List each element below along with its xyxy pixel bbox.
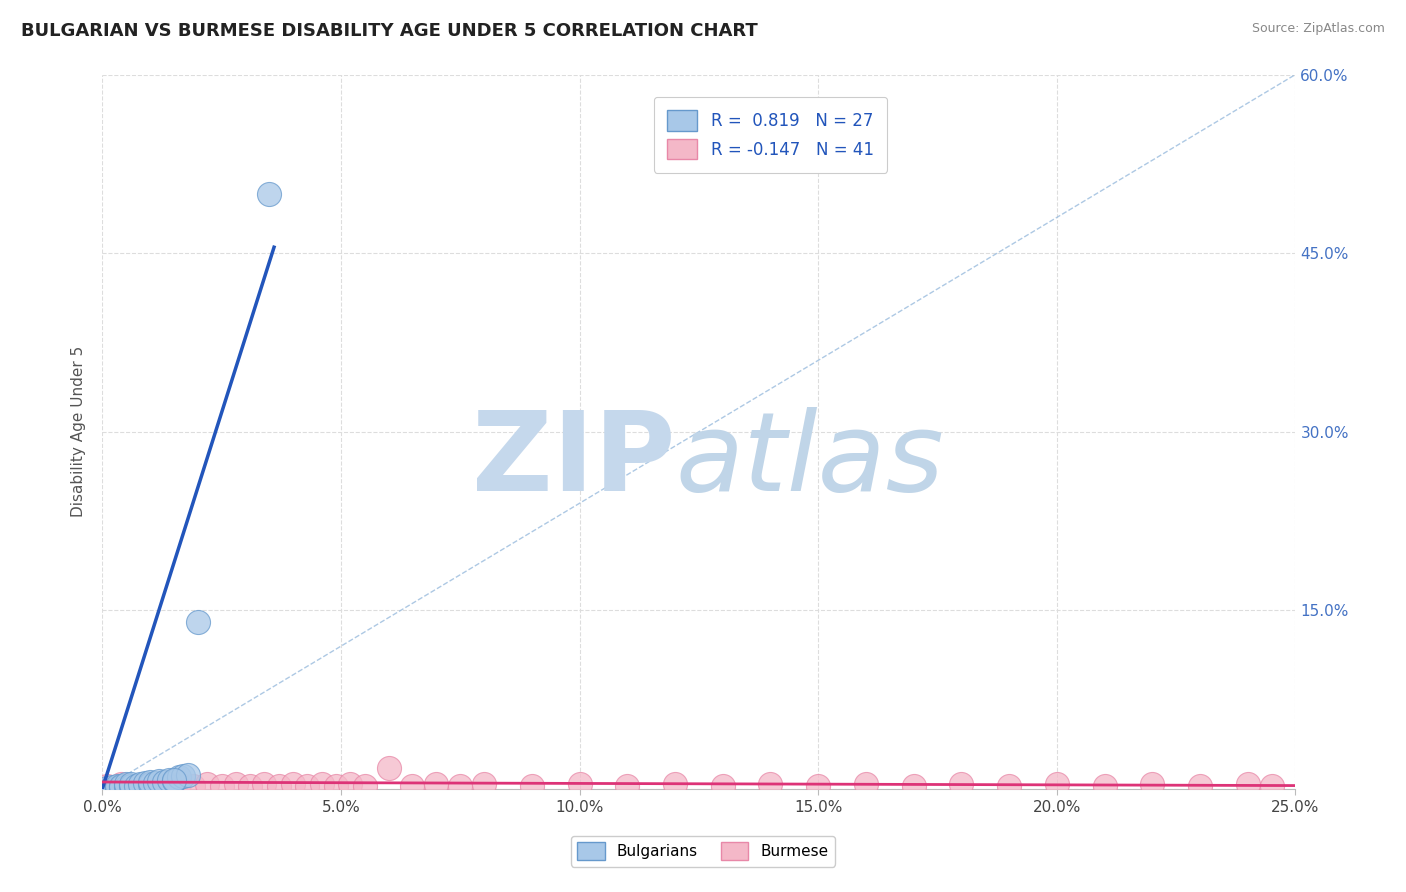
Point [281, 777, 304, 791]
Point [100, 780, 122, 794]
Point [167, 770, 190, 784]
Point [96, 780, 118, 795]
Point [110, 779, 132, 793]
Point [377, 761, 399, 775]
Point [148, 773, 170, 788]
Y-axis label: Disability Age Under 5: Disability Age Under 5 [72, 346, 86, 517]
Point [139, 777, 162, 791]
Point [163, 772, 186, 787]
Point [172, 769, 194, 783]
Legend: Bulgarians, Burmese: Bulgarians, Burmese [571, 836, 835, 866]
Point [115, 777, 138, 791]
Point [998, 779, 1021, 793]
Point [759, 777, 782, 791]
Point [177, 768, 200, 782]
Point [325, 779, 347, 793]
Point [181, 779, 204, 793]
Point [1142, 777, 1164, 791]
Point [100, 780, 122, 795]
Point [1188, 779, 1211, 793]
Point [120, 777, 142, 791]
Point [616, 779, 638, 793]
Point [124, 779, 146, 793]
Point [153, 779, 176, 793]
Point [807, 779, 830, 793]
Point [143, 776, 166, 790]
Point [1260, 779, 1282, 793]
Point [711, 779, 734, 793]
Point [903, 779, 925, 793]
Point [1046, 777, 1069, 791]
Point [139, 777, 162, 791]
Point [105, 780, 128, 795]
Point [163, 773, 186, 788]
Point [425, 777, 447, 791]
Point [167, 777, 190, 791]
Point [401, 779, 423, 793]
Point [267, 779, 290, 793]
Point [339, 777, 361, 791]
Text: atlas: atlas [675, 407, 943, 514]
Point [472, 777, 495, 791]
Point [520, 779, 543, 793]
Point [110, 777, 132, 791]
Point [96, 779, 118, 793]
Point [1094, 779, 1116, 793]
Point [239, 779, 262, 793]
Point [115, 780, 138, 794]
Point [664, 777, 686, 791]
Point [139, 775, 162, 789]
Point [134, 776, 156, 790]
Point [195, 777, 218, 791]
Point [1236, 777, 1258, 791]
Point [187, 615, 209, 630]
Point [353, 779, 375, 793]
Point [157, 772, 180, 787]
Point [568, 777, 591, 791]
Point [297, 779, 319, 793]
Legend: R =  0.819   N = 27, R = -0.147   N = 41: R = 0.819 N = 27, R = -0.147 N = 41 [654, 97, 887, 173]
Text: BULGARIAN VS BURMESE DISABILITY AGE UNDER 5 CORRELATION CHART: BULGARIAN VS BURMESE DISABILITY AGE UNDE… [21, 22, 758, 40]
Point [225, 777, 247, 791]
Point [449, 779, 471, 793]
Point [950, 777, 973, 791]
Point [253, 777, 276, 791]
Point [129, 777, 152, 791]
Point [211, 779, 233, 793]
Point [120, 779, 142, 793]
Point [855, 777, 877, 791]
Point [153, 775, 176, 789]
Text: Source: ZipAtlas.com: Source: ZipAtlas.com [1251, 22, 1385, 36]
Point [105, 779, 128, 793]
Point [311, 777, 333, 791]
Point [259, 186, 281, 201]
Text: ZIP: ZIP [471, 407, 675, 514]
Point [110, 780, 132, 794]
Point [124, 779, 146, 793]
